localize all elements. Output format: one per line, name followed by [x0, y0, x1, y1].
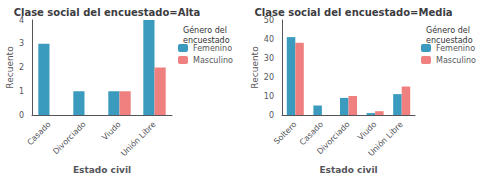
svg-text:30: 30 [264, 54, 274, 63]
svg-text:20: 20 [264, 73, 274, 82]
svg-text:Unión Libre: Unión Libre [119, 120, 158, 159]
svg-text:Divorciado: Divorciado [315, 120, 352, 157]
svg-text:encuestado: encuestado [426, 36, 473, 45]
svg-text:Clase social del encuestado=Al: Clase social del encuestado=Alta [14, 7, 201, 18]
svg-text:Clase social del encuestado=Me: Clase social del encuestado=Media [254, 7, 452, 18]
svg-text:Femenino: Femenino [193, 44, 232, 53]
svg-text:Soltero: Soltero [272, 120, 298, 146]
svg-text:Casado: Casado [297, 119, 326, 147]
svg-text:Género del: Género del [426, 25, 470, 35]
svg-text:Unión Libre: Unión Libre [366, 120, 405, 159]
svg-text:Género del: Género del [183, 25, 227, 35]
svg-text:Estado civil: Estado civil [319, 165, 377, 175]
svg-text:3: 3 [19, 39, 24, 48]
svg-text:Recuento: Recuento [5, 46, 15, 89]
svg-text:Recuento: Recuento [250, 46, 260, 89]
svg-text:10: 10 [264, 92, 274, 101]
svg-text:Divorciado: Divorciado [51, 120, 88, 157]
svg-text:Femenino: Femenino [436, 44, 475, 53]
svg-text:50: 50 [263, 15, 274, 25]
svg-text:0: 0 [19, 111, 24, 120]
svg-text:4: 4 [18, 15, 24, 25]
svg-text:0: 0 [269, 111, 274, 120]
svg-text:Estado civil: Estado civil [73, 165, 131, 175]
svg-text:Casado: Casado [25, 120, 52, 147]
svg-text:Masculino: Masculino [193, 56, 233, 65]
svg-text:encuestado: encuestado [183, 36, 230, 45]
svg-text:40: 40 [264, 35, 274, 44]
svg-text:Viudo: Viudo [100, 120, 122, 142]
svg-text:Viudo: Viudo [356, 120, 378, 142]
svg-text:1: 1 [19, 87, 24, 96]
svg-text:2: 2 [19, 63, 24, 72]
svg-text:Masculino: Masculino [436, 56, 476, 65]
